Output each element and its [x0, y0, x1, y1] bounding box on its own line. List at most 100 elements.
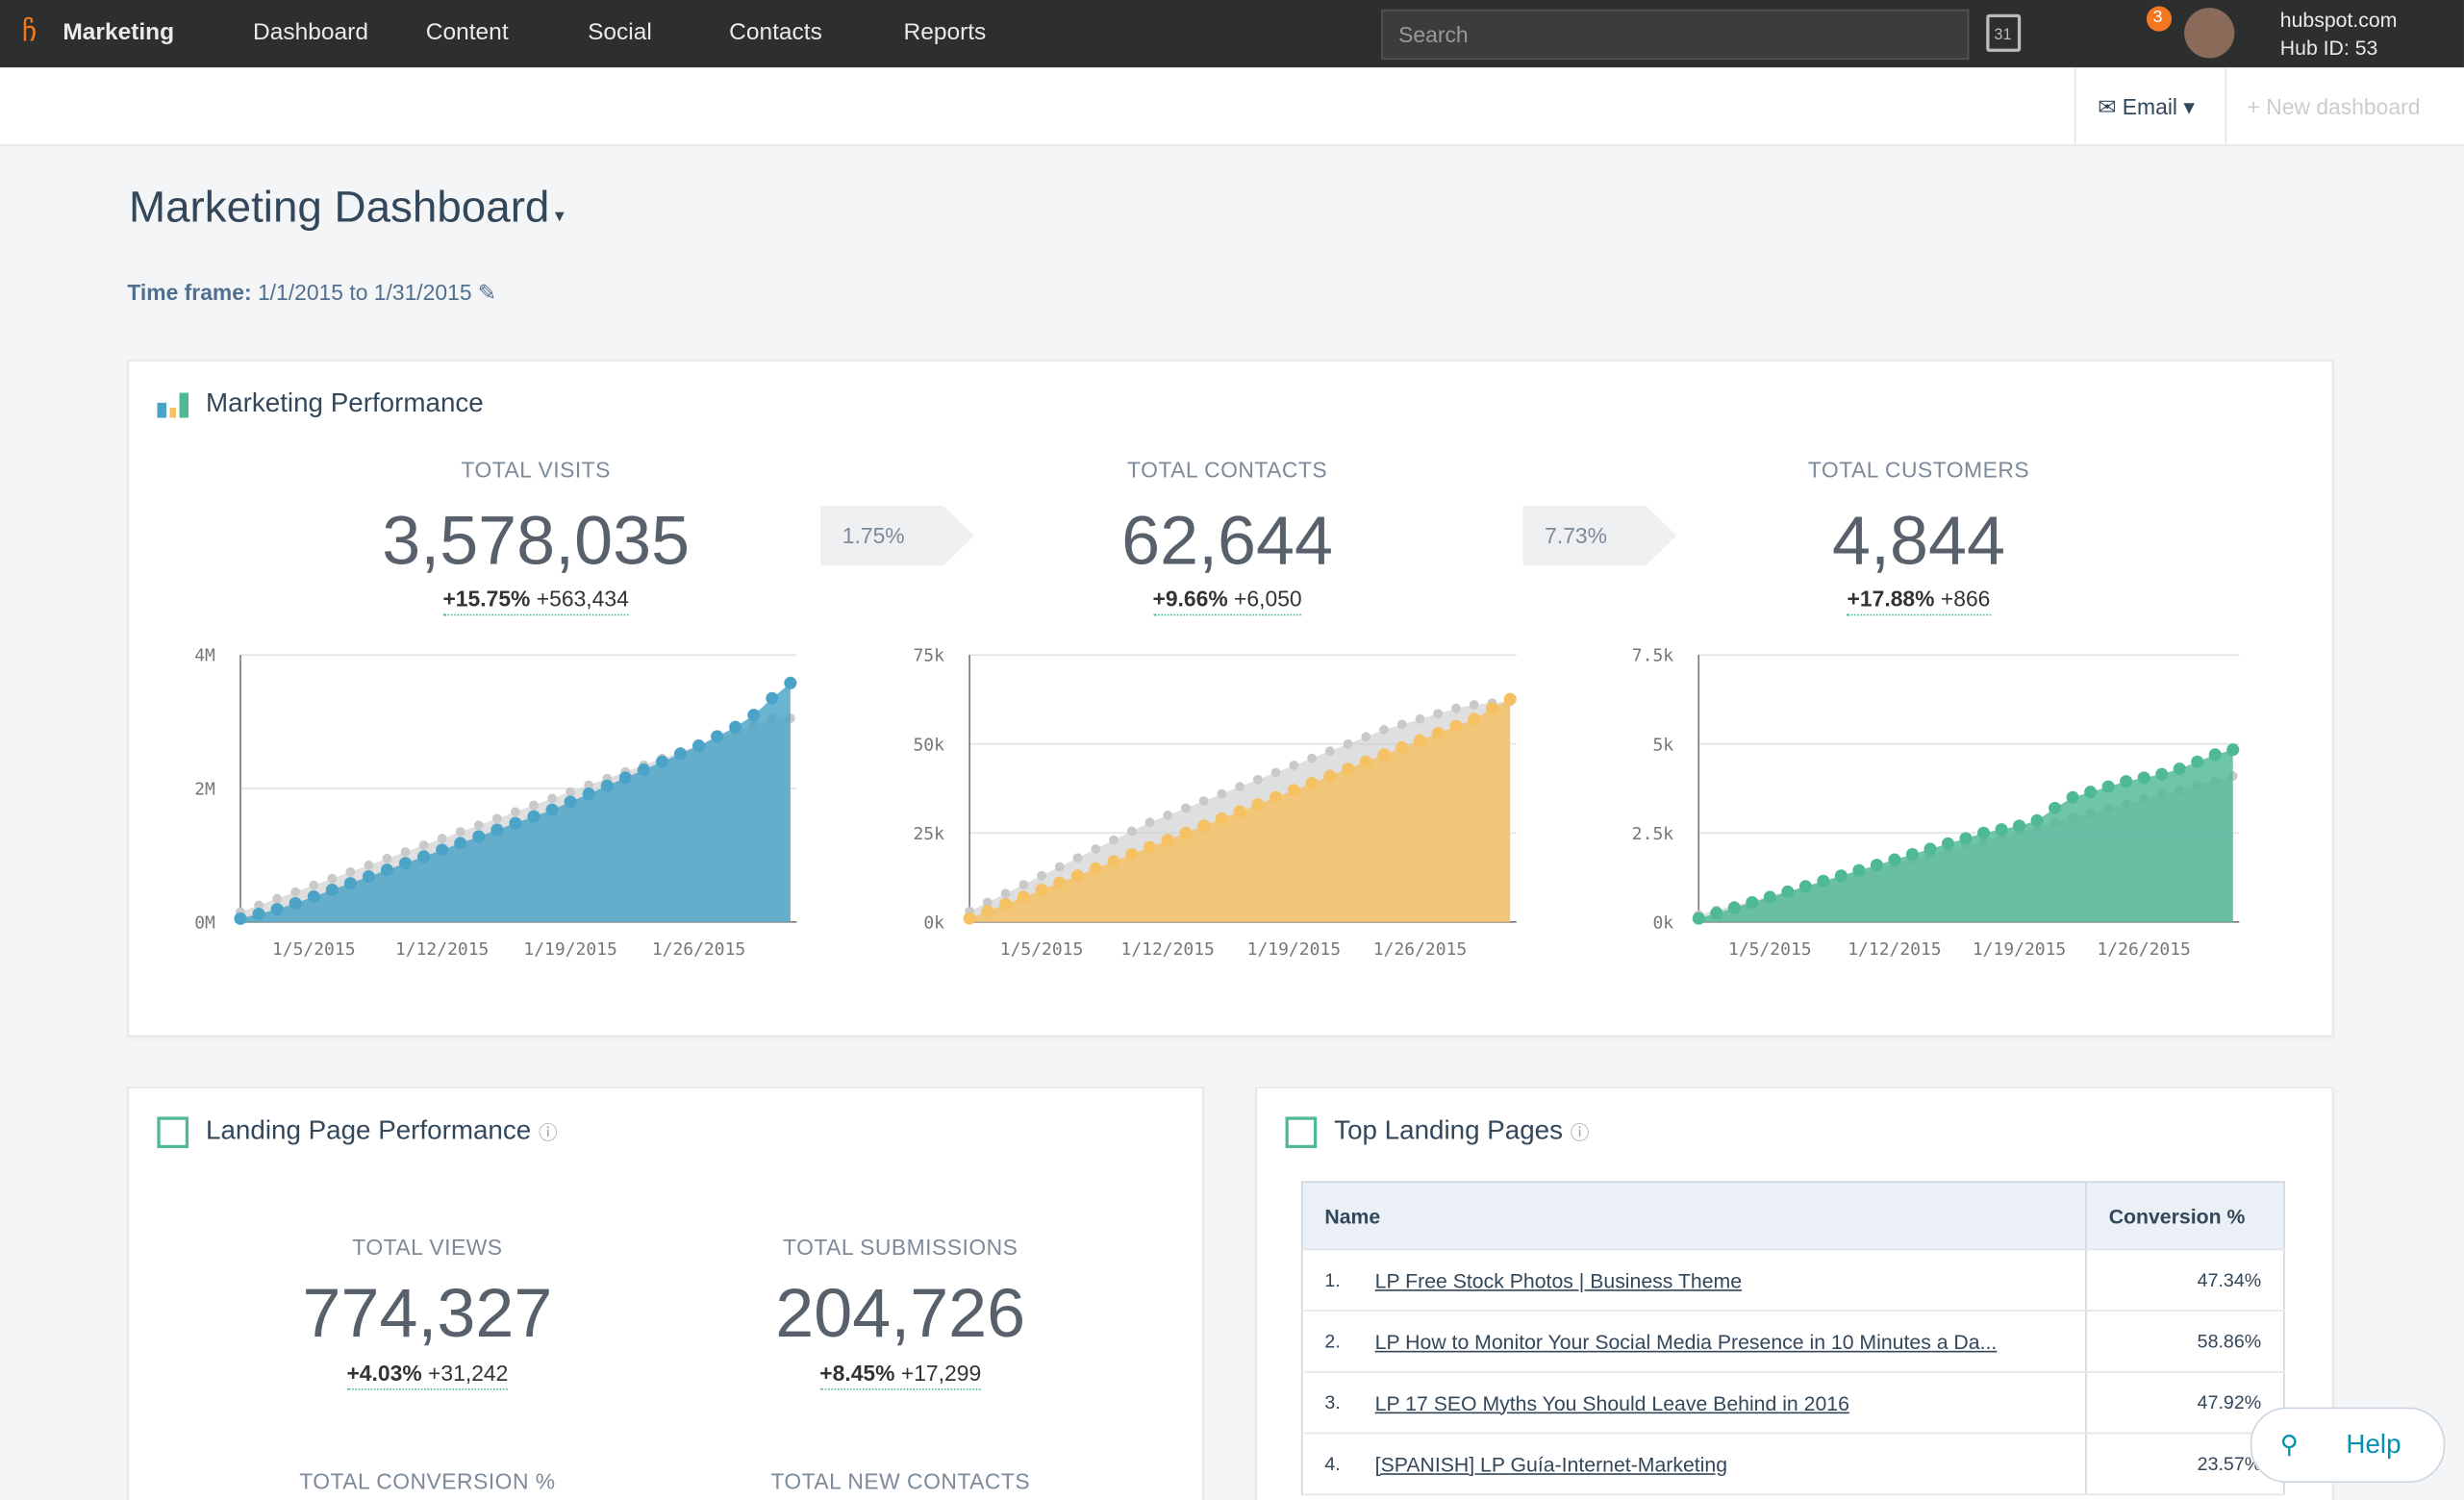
- data-point: [637, 763, 650, 777]
- data-point: [1018, 880, 1029, 889]
- nav-brand[interactable]: Marketing: [63, 18, 175, 46]
- data-point: [999, 897, 1013, 911]
- data-point: [325, 884, 339, 897]
- data-point: [2208, 748, 2222, 762]
- page-link[interactable]: LP 17 SEO Myths You Should Leave Behind …: [1373, 1371, 2087, 1435]
- data-point: [729, 720, 742, 734]
- search-box[interactable]: Search: [1381, 9, 1970, 61]
- metric-label: TOTAL VIEWS: [352, 1234, 503, 1261]
- data-point: [272, 893, 283, 904]
- data-point: [566, 787, 576, 797]
- page-link[interactable]: LP How to Monitor Your Social Media Pres…: [1373, 1311, 2087, 1373]
- new-dashboard[interactable]: + New dashboard: [2247, 94, 2421, 120]
- change-abs: +563,434: [536, 586, 629, 612]
- data-point: [711, 730, 724, 743]
- card-title: Marketing Performance: [206, 388, 484, 418]
- x-tick-label: 1/19/2015: [1247, 939, 1341, 960]
- email-label: Email: [2122, 94, 2177, 120]
- data-point: [1413, 734, 1427, 747]
- conversion-rate: 7.73%: [1522, 505, 1677, 566]
- data-point: [2013, 819, 2026, 833]
- metric-value: 204,726: [775, 1275, 1026, 1353]
- change-abs: +6,050: [1234, 586, 1302, 612]
- change-pct: +17.88%: [1847, 586, 1935, 612]
- hub-id: Hub ID: 53: [2279, 36, 2378, 61]
- email-button[interactable]: ✉ Email ▾: [2074, 67, 2227, 145]
- data-point: [270, 903, 284, 916]
- top-pages-table: Name Conversion % 1. LP Free Stock Photos …: [1300, 1181, 2285, 1496]
- conversion: 47.34%: [2085, 1249, 2284, 1312]
- change-pct: +15.75%: [442, 586, 531, 612]
- y-tick-label: 7.5k: [1632, 646, 1673, 666]
- data-point: [1995, 823, 2008, 837]
- data-point: [1107, 855, 1120, 868]
- data-point: [2173, 762, 2186, 776]
- account-name[interactable]: hubspot.com: [2279, 8, 2398, 32]
- data-point: [436, 843, 449, 857]
- timeframe-value: 1/1/2015 to 1/31/2015: [257, 279, 472, 305]
- metric-value: 774,327: [302, 1275, 553, 1353]
- metric-change: +15.75% +563,434: [300, 586, 771, 616]
- dashboard-title[interactable]: Marketing Dashboard ▾: [128, 182, 565, 232]
- metric-label: TOTAL SUBMISSIONS: [783, 1234, 1018, 1261]
- logo[interactable]: ჩ: [21, 15, 38, 48]
- data-point: [1143, 840, 1157, 854]
- data-point: [1710, 907, 1723, 920]
- data-point: [784, 676, 797, 689]
- avatar[interactable]: [2184, 8, 2235, 59]
- x-tick-label: 1/12/2015: [395, 939, 489, 960]
- nav-item[interactable]: Social: [588, 18, 652, 46]
- data-point: [2155, 767, 2169, 781]
- data-point: [1976, 826, 1991, 839]
- table-row: 1. LP Free Stock Photos | Business Theme 4…: [1301, 1249, 2284, 1312]
- data-point: [472, 830, 486, 843]
- data-point: [1125, 847, 1139, 862]
- data-point: [1251, 798, 1265, 812]
- y-tick-label: 2.5k: [1632, 824, 1673, 844]
- header-row: Name Conversion %: [1301, 1182, 2284, 1251]
- data-point: [345, 866, 356, 877]
- data-point: [1343, 738, 1353, 749]
- data-point: [1217, 788, 1227, 799]
- data-point: [343, 877, 357, 890]
- data-point: [2066, 790, 2079, 804]
- data-point: [1270, 767, 1281, 778]
- row-rank: 3.: [1301, 1371, 1374, 1435]
- y-tick-label: 4M: [194, 646, 215, 666]
- data-point: [1396, 719, 1407, 730]
- x-tick-label: 1/12/2015: [1121, 939, 1215, 960]
- metric-label: TOTAL CONTACTS: [1127, 457, 1328, 483]
- data-point: [1252, 774, 1263, 785]
- nav-item[interactable]: Contacts: [729, 18, 822, 46]
- change-abs: +866: [1940, 586, 1991, 612]
- help-button[interactable]: ⚲ Help: [2250, 1407, 2446, 1484]
- data-point: [417, 850, 431, 863]
- data-point: [564, 795, 577, 809]
- data-point: [2049, 801, 2062, 814]
- data-point: [234, 912, 247, 925]
- metric-change: +4.03% +31,242: [191, 1360, 663, 1390]
- page-link[interactable]: LP Free Stock Photos | Business Theme: [1373, 1249, 2087, 1312]
- help-label: Help: [2346, 1429, 2401, 1460]
- x-tick-label: 1/26/2015: [1373, 939, 1467, 960]
- data-point: [2226, 743, 2240, 757]
- x-tick-label: 1/19/2015: [1973, 939, 2066, 960]
- data-point: [1197, 819, 1211, 833]
- data-point: [747, 709, 761, 722]
- data-point: [1342, 762, 1355, 776]
- nav-item[interactable]: Reports: [903, 18, 987, 46]
- calendar-icon[interactable]: 31: [1986, 13, 2022, 52]
- data-point: [527, 810, 541, 823]
- data-point: [963, 912, 976, 925]
- page-link[interactable]: [SPANISH] LP Guía-Internet-Marketing: [1373, 1433, 2087, 1496]
- calendar-day: 31: [1994, 26, 2012, 44]
- data-point: [1289, 761, 1299, 770]
- change-pct: +9.66%: [1152, 586, 1228, 612]
- data-point: [400, 847, 411, 857]
- notification-badge[interactable]: 3: [2146, 6, 2173, 32]
- timeframe: Time frame: 1/1/2015 to 1/31/2015 ✎: [127, 279, 497, 305]
- y-tick-label: 2M: [194, 780, 215, 800]
- nav-item[interactable]: Dashboard: [253, 18, 368, 46]
- nav-item[interactable]: Content: [425, 18, 509, 46]
- area: [1698, 749, 2233, 922]
